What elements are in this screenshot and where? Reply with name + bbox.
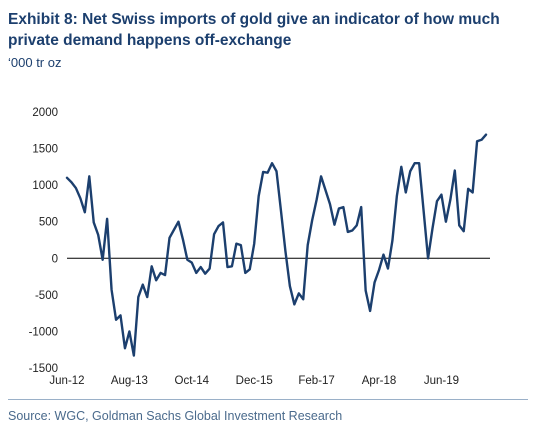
x-tick-label: Aug-13 [111, 375, 148, 387]
y-tick-label: 500 [39, 217, 58, 229]
x-tick-label: Feb-17 [298, 375, 334, 387]
source-divider [8, 399, 528, 400]
x-tick-label: Jun-12 [49, 375, 84, 387]
source-note: Source: WGC, Goldman Sachs Global Invest… [8, 409, 343, 423]
x-tick-label: Jun-19 [424, 375, 459, 387]
x-tick-labels: Jun-12 Aug-13 Oct-14 Dec-15 Feb-17 Apr-18 Jun-… [49, 375, 459, 387]
x-tick-label: Apr-18 [362, 375, 397, 387]
y-tick-label: 0 [52, 253, 58, 265]
y-tick-label: -1500 [29, 363, 58, 375]
series-group [65, 133, 488, 357]
y-tick-label: -1000 [29, 326, 58, 338]
y-tick-label: -500 [35, 290, 58, 302]
y-tick-label: 1500 [32, 144, 58, 156]
chart-title: Exhibit 8: Net Swiss imports of gold giv… [8, 11, 500, 49]
series-line [65, 133, 488, 357]
line-chart: -1500 -1000 -500 0 500 1000 1500 2000 Jun-12 Aug… [29, 107, 490, 387]
y-tick-label: 2000 [32, 107, 58, 119]
y-tick-label: 1000 [32, 180, 58, 192]
x-tick-label: Oct-14 [175, 375, 210, 387]
y-axis-unit-label: ‘000 tr oz [8, 55, 62, 70]
x-tick-label: Dec-15 [236, 375, 273, 387]
y-tick-labels: -1500 -1000 -500 0 500 1000 1500 2000 [29, 107, 58, 375]
